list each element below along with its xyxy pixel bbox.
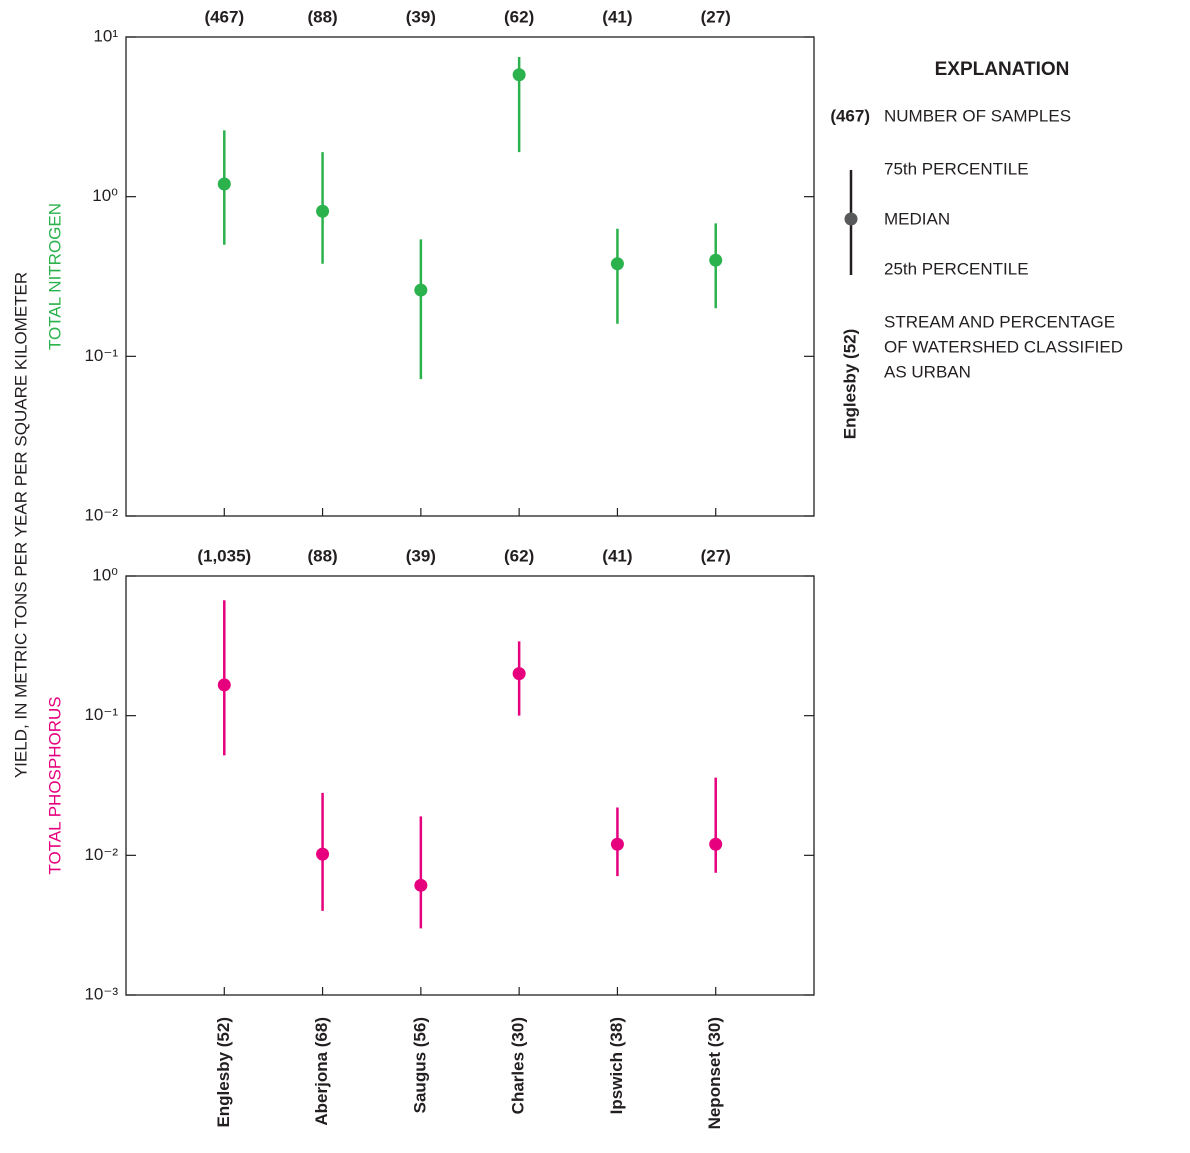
plot-frame (125, 36, 815, 517)
sample-count: (88) (307, 7, 337, 26)
y-tick-label: 10⁰ (92, 565, 118, 584)
median-dot (414, 878, 428, 892)
y-tick-label: 10⁰ (92, 186, 118, 205)
y-tick-label: 10⁻¹ (84, 705, 118, 724)
median-dot (709, 253, 723, 267)
median-dot (217, 678, 231, 692)
median-dot (316, 847, 330, 861)
x-tick-label: Ipswich (38) (607, 1017, 626, 1114)
y-tick-label: 10⁻¹ (84, 346, 118, 365)
legend-p25: 25th PERCENTILE (884, 259, 1029, 278)
sample-count: (467) (204, 7, 244, 26)
x-tick-label: Saugus (56) (410, 1017, 429, 1113)
legend-median-dot (844, 212, 858, 226)
x-tick-label: Neponset (30) (705, 1017, 724, 1129)
legend-stream-example: Englesby (52) (840, 329, 859, 440)
x-tick-label: Aberjona (68) (312, 1017, 331, 1126)
legend-count-example: (467) (830, 106, 870, 125)
median-dot (512, 68, 526, 82)
x-tick-label: Charles (30) (509, 1017, 528, 1114)
sample-count: (39) (406, 7, 436, 26)
legend-median: MEDIAN (884, 209, 950, 228)
median-dot (610, 257, 624, 271)
panel-y-label: TOTAL PHOSPHORUS (45, 696, 64, 874)
legend-p75: 75th PERCENTILE (884, 159, 1029, 178)
y-axis-label: YIELD, IN METRIC TONS PER YEAR PER SQUAR… (11, 272, 30, 778)
y-tick-label: 10⁻² (84, 845, 118, 864)
y-tick-label: 10⁻³ (84, 984, 118, 1003)
legend-stream-text: AS URBAN (884, 362, 971, 381)
sample-count: (62) (504, 7, 534, 26)
sample-count: (39) (406, 546, 436, 565)
median-dot (217, 177, 231, 191)
sample-count: (41) (602, 546, 632, 565)
y-tick-label: 10¹ (93, 26, 118, 45)
sample-count: (27) (701, 546, 731, 565)
median-dot (512, 667, 526, 681)
legend-title: EXPLANATION (935, 59, 1070, 80)
legend-stream-text: STREAM AND PERCENTAGE (884, 312, 1115, 331)
legend-stream-text: OF WATERSHED CLASSIFIED (884, 337, 1123, 356)
y-tick-label: 10⁻² (84, 505, 118, 524)
sample-count: (41) (602, 7, 632, 26)
median-dot (316, 204, 330, 218)
x-tick-label: Englesby (52) (214, 1017, 233, 1128)
sample-count: (27) (701, 7, 731, 26)
median-dot (709, 837, 723, 851)
sample-count: (88) (307, 546, 337, 565)
panel-y-label: TOTAL NITROGEN (45, 203, 64, 350)
legend-count-text: NUMBER OF SAMPLES (884, 106, 1071, 125)
median-dot (610, 837, 624, 851)
sample-count: (62) (504, 546, 534, 565)
sample-count: (1,035) (197, 546, 251, 565)
plot-frame (125, 575, 815, 996)
median-dot (414, 283, 428, 297)
